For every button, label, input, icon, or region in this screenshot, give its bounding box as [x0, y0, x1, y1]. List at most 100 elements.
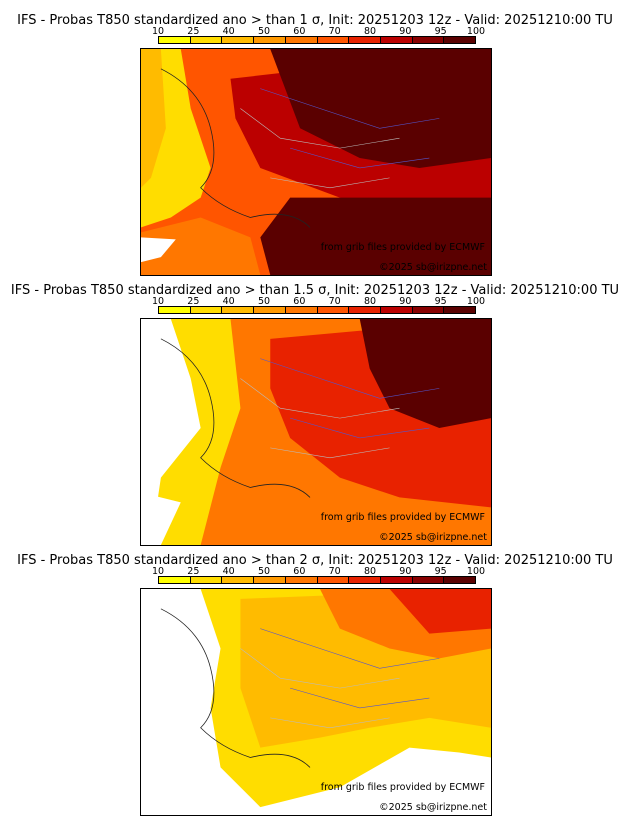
probability-map-graphic [141, 319, 491, 545]
legend-color-swatch [412, 307, 445, 313]
legend-color-swatch [285, 577, 318, 583]
probability-map-graphic [141, 589, 491, 815]
region-borders [240, 648, 400, 729]
legend-colorbar [158, 36, 476, 44]
river-lines [260, 358, 440, 439]
legend-color-swatch [222, 307, 255, 313]
prob-zone-none [141, 589, 201, 689]
river-lines [260, 628, 440, 709]
legend-color-swatch [159, 307, 191, 313]
legend-level-label: 25 [187, 26, 200, 37]
prob-zone-none [141, 319, 171, 448]
legend-level-label: 50 [257, 296, 271, 307]
legend-color-swatch [254, 37, 286, 43]
prob-zone-high [389, 589, 491, 634]
legend-level-label: 25 [187, 296, 200, 307]
legend-level-label: 40 [222, 26, 235, 37]
legend-level-label: 40 [222, 566, 235, 577]
legend-level-label: 80 [363, 566, 377, 577]
legend-color-swatch [222, 37, 255, 43]
legend-color-swatch [444, 37, 476, 43]
legend-color-swatch [349, 577, 381, 583]
copyright-credit: ©2025 sb@irizpne.net [379, 532, 487, 543]
copyright-credit: ©2025 sb@irizpne.net [379, 262, 487, 273]
legend-colorbar [158, 576, 476, 584]
panel-title: IFS - Probas T850 standardized ano > tha… [10, 283, 620, 298]
map-panel-3: IFS - Probas T850 standardized ano > tha… [0, 540, 630, 816]
prob-zone-low-mid [141, 49, 166, 188]
probability-map-graphic [141, 49, 491, 275]
legend-color-swatch [380, 37, 413, 43]
prob-zone-none [141, 237, 176, 263]
legend-level-label: 95 [434, 26, 447, 37]
probability-legend: 10 25 40 50 60 70 80 90 95 100 [152, 566, 485, 585]
legend-level-label: 90 [399, 566, 412, 577]
legend-color-swatch [190, 577, 223, 583]
legend-labels: 10 25 40 50 60 70 80 90 95 100 [152, 26, 485, 37]
prob-zone-very-high [359, 319, 491, 429]
probability-map: from grib files provided by ECMWF ©2025 … [140, 318, 492, 546]
legend-color-swatch [285, 37, 318, 43]
coastline [160, 608, 311, 768]
legend-color-swatch [317, 577, 350, 583]
legend-level-label: 95 [434, 296, 447, 307]
legend-level-label: 10 [151, 26, 165, 37]
legend-level-label: 100 [466, 566, 486, 577]
legend-color-swatch [159, 37, 191, 43]
legend-level-label: 100 [466, 26, 486, 37]
legend-color-swatch [444, 307, 476, 313]
legend-level-label: 60 [293, 566, 306, 577]
legend-color-swatch [380, 307, 413, 313]
probability-legend: 10 25 40 50 60 70 80 90 95 100 [152, 296, 485, 315]
river-lines [260, 88, 440, 169]
legend-color-swatch [412, 577, 445, 583]
legend-level-label: 95 [434, 566, 447, 577]
panel-title: IFS - Probas T850 standardized ano > tha… [17, 13, 613, 28]
legend-color-swatch [412, 37, 445, 43]
legend-color-swatch [190, 307, 223, 313]
legend-color-swatch [254, 577, 286, 583]
legend-level-label: 25 [187, 566, 200, 577]
legend-color-swatch [444, 577, 476, 583]
legend-color-swatch [349, 307, 381, 313]
legend-level-label: 90 [399, 296, 412, 307]
legend-level-label: 60 [293, 26, 306, 37]
legend-color-swatch [285, 307, 318, 313]
legend-level-label: 70 [328, 566, 341, 577]
coastline [160, 68, 311, 228]
legend-level-label: 70 [328, 296, 341, 307]
legend-level-label: 90 [399, 26, 412, 37]
legend-level-label: 50 [257, 566, 271, 577]
prob-zone-iberia [141, 217, 261, 275]
legend-level-label: 100 [466, 296, 486, 307]
panel-title: IFS - Probas T850 standardized ano > tha… [17, 553, 613, 568]
region-borders [240, 378, 400, 459]
probability-map: from grib files provided by ECMWF ©2025 … [140, 48, 492, 276]
legend-colorbar [158, 306, 476, 314]
legend-color-swatch [190, 37, 223, 43]
legend-level-label: 40 [222, 296, 235, 307]
legend-color-swatch [222, 577, 255, 583]
legend-color-swatch [380, 577, 413, 583]
coastline [160, 338, 311, 498]
map-panel-2: IFS - Probas T850 standardized ano > tha… [0, 270, 630, 546]
legend-labels: 10 25 40 50 60 70 80 90 95 100 [152, 296, 485, 307]
probability-map: from grib files provided by ECMWF ©2025 … [140, 588, 492, 816]
legend-color-swatch [317, 307, 350, 313]
legend-level-label: 10 [151, 296, 165, 307]
region-borders [240, 108, 400, 189]
prob-zone-none-sw [141, 492, 181, 545]
provider-credit: from grib files provided by ECMWF [320, 242, 485, 253]
legend-color-swatch [159, 577, 191, 583]
provider-credit: from grib files provided by ECMWF [320, 512, 485, 523]
prob-zone-very-high-south [260, 197, 491, 275]
prob-zone-very-high [270, 49, 491, 168]
map-panel-1: IFS - Probas T850 standardized ano > tha… [0, 0, 630, 276]
legend-color-swatch [349, 37, 381, 43]
probability-legend: 10 25 40 50 60 70 80 90 95 100 [152, 26, 485, 45]
legend-labels: 10 25 40 50 60 70 80 90 95 100 [152, 566, 485, 577]
legend-color-swatch [254, 307, 286, 313]
legend-level-label: 50 [257, 26, 271, 37]
legend-level-label: 80 [363, 296, 377, 307]
provider-credit: from grib files provided by ECMWF [320, 782, 485, 793]
